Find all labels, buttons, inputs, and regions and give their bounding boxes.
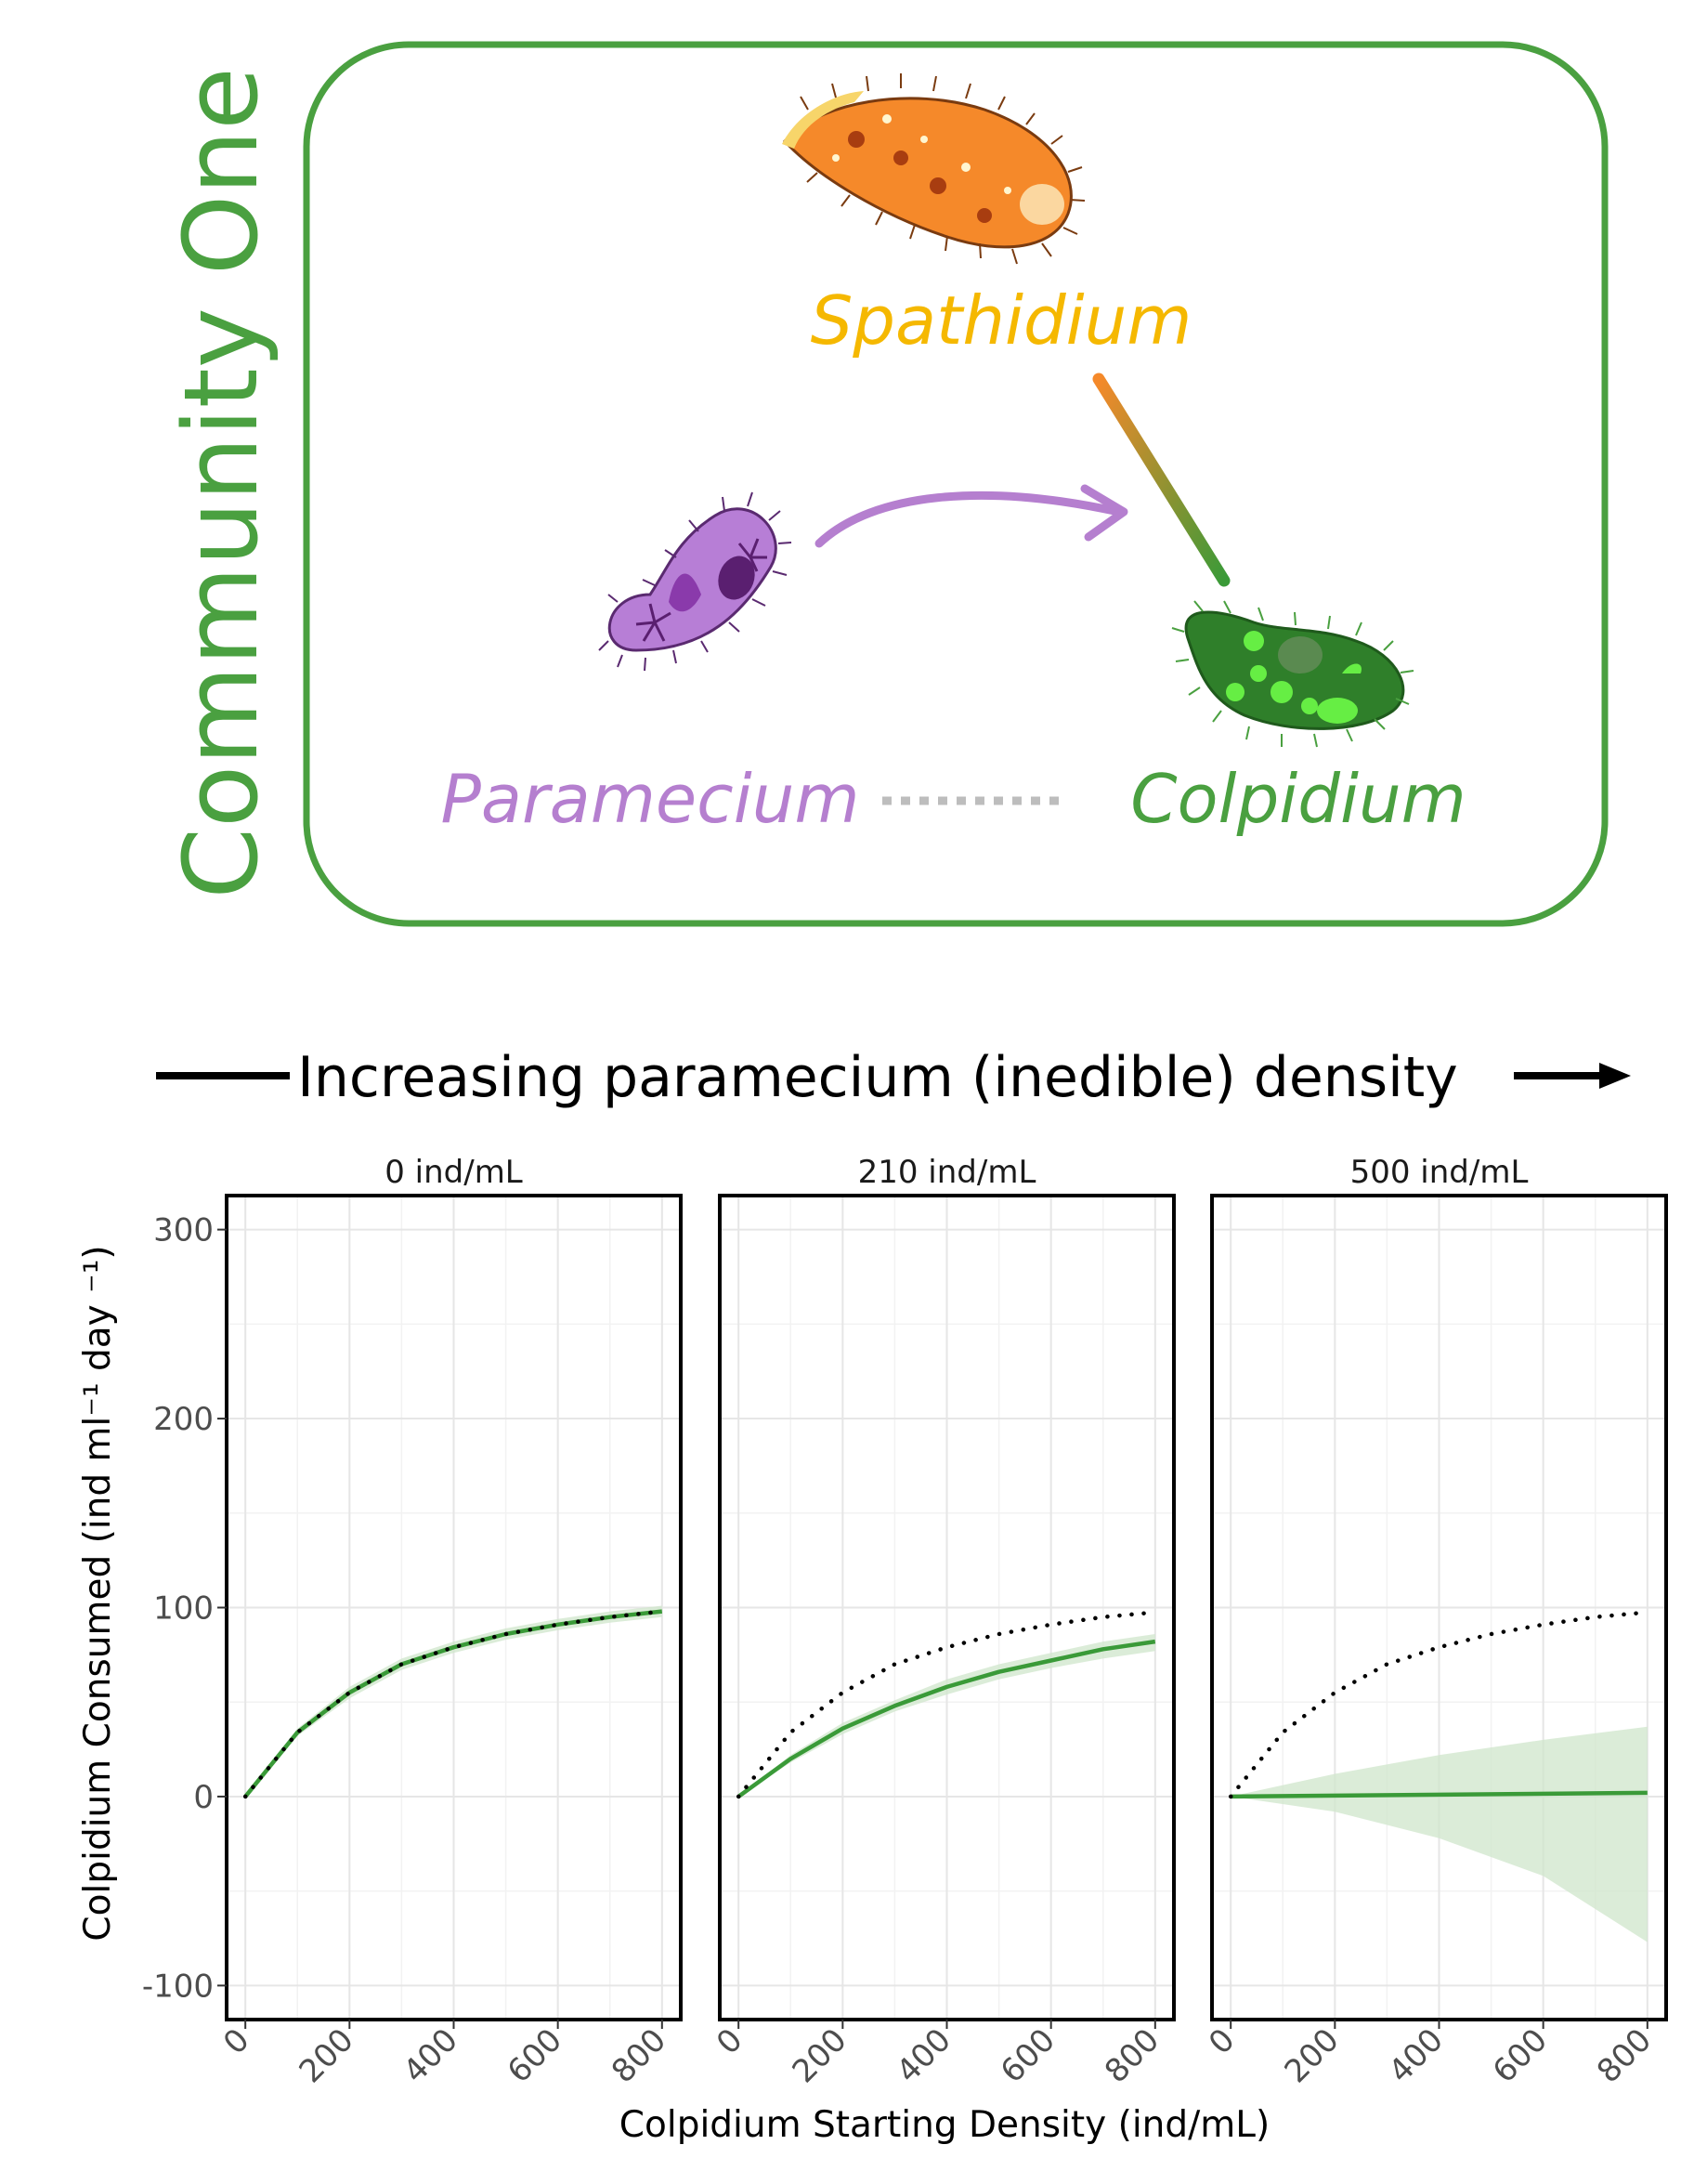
- indirect-effect-arrow: [814, 490, 1119, 548]
- fitted-curve: [1231, 1790, 1648, 1799]
- species-label-paramecium: Paramecium: [440, 760, 859, 838]
- species-label-colpidium: Colpidium: [1130, 760, 1466, 838]
- y-tick-label: 200: [153, 1401, 214, 1438]
- community-label: Community One: [162, 67, 280, 899]
- y-tick-label: 0: [193, 1779, 214, 1816]
- x-tick-label: 600: [1486, 2021, 1555, 2090]
- confidence-ribbon: [738, 1634, 1155, 1797]
- colpidium-icon: [1171, 600, 1414, 748]
- x-tick-label: 0: [1202, 2021, 1243, 2062]
- paramecium-icon: [598, 491, 792, 672]
- confidence-ribbon: [245, 1605, 662, 1797]
- spathidium-icon: [782, 73, 1086, 265]
- x-tick-label: 200: [1278, 2021, 1347, 2090]
- x-tick-label: 200: [786, 2021, 854, 2090]
- y-tick-label: 300: [153, 1212, 214, 1249]
- x-tick-label: 800: [1590, 2021, 1659, 2090]
- predation-link: [1092, 373, 1231, 587]
- panel-title: 500 ind/mL: [1350, 1154, 1529, 1191]
- indirect-effect-arrowhead: [1080, 484, 1128, 542]
- x-tick-label: 400: [397, 2021, 465, 2090]
- x-tick-label: 200: [293, 2021, 361, 2090]
- y-tick-label: 100: [153, 1590, 214, 1628]
- banner-text: Increasing paramecium (inedible) density: [297, 1045, 1458, 1110]
- density-banner: Increasing paramecium (inedible) density: [156, 1045, 1631, 1110]
- x-tick-label: 600: [501, 2021, 569, 2090]
- banner-arrowhead: [1599, 1063, 1631, 1089]
- y-tick-label: -100: [142, 1968, 214, 2005]
- community-frame: [303, 41, 1609, 927]
- x-tick-label: 400: [1382, 2021, 1451, 2090]
- x-tick-label: 600: [994, 2021, 1062, 2090]
- x-tick-label: 0: [710, 2021, 750, 2062]
- facet-panel: 500 ind/mL 0 200 400 600 800: [1202, 1154, 1668, 2090]
- panel-title: 210 ind/mL: [858, 1154, 1036, 1191]
- y-axis-title: Colpidium Consumed (ind ml⁻¹ day ⁻¹): [77, 1245, 119, 1941]
- x-axis-title: Colpidium Starting Density (ind/mL): [619, 2104, 1270, 2146]
- x-tick-label: 800: [1098, 2021, 1166, 2090]
- fitted-curve: [736, 1639, 1156, 1798]
- facet-panel: 210 ind/mL 0 200 400 600 800: [710, 1154, 1176, 2090]
- confidence-ribbon: [1231, 1726, 1648, 1942]
- x-tick-label: 400: [890, 2021, 958, 2090]
- x-tick-label: 800: [605, 2021, 673, 2090]
- panel-title: 0 ind/mL: [384, 1154, 523, 1191]
- x-tick-label: 0: [216, 2021, 257, 2062]
- species-label-spathidium: Spathidium: [811, 281, 1192, 360]
- food-web-diagram: Community One Spathidium Pa: [162, 41, 1609, 927]
- fitted-curve: [243, 1609, 663, 1798]
